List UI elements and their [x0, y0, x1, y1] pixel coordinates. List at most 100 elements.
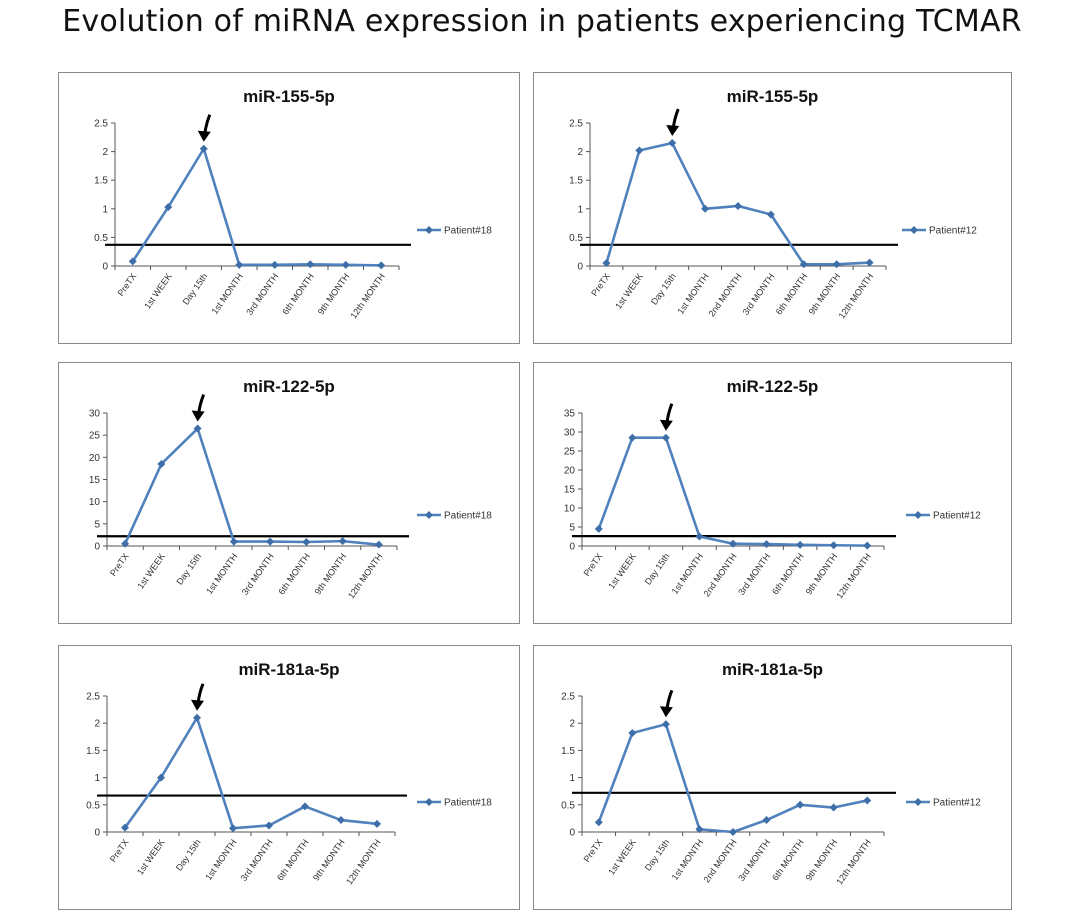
data-point: [729, 828, 737, 836]
data-point: [766, 210, 775, 219]
x-tick-label: 2nd MONTH: [706, 271, 743, 318]
y-tick-label: 2: [577, 147, 583, 158]
data-point: [373, 819, 381, 828]
data-point: [799, 260, 808, 269]
x-tick-label: PreTX: [582, 837, 605, 864]
data-point: [164, 203, 173, 212]
x-tick-label: 12th MONTH: [834, 551, 873, 600]
y-tick-label: 25: [564, 447, 576, 458]
x-tick-label: 1st WEEK: [135, 837, 167, 876]
data-point: [668, 139, 677, 148]
y-tick-label: 15: [89, 475, 101, 486]
y-tick-label: 1: [577, 204, 583, 215]
y-tick-label: 0.5: [94, 233, 108, 244]
data-point: [865, 258, 874, 267]
x-tick-label: Day 15th: [174, 837, 203, 872]
x-tick-label: Day 15th: [643, 551, 672, 586]
figure-title: Evolution of miRNA expression in patient…: [62, 4, 1022, 39]
data-point: [829, 541, 838, 550]
data-point: [337, 816, 345, 825]
data-point: [306, 260, 315, 269]
y-tick-label: 1: [569, 773, 575, 784]
x-tick-label: 3rd MONTH: [736, 837, 772, 882]
x-tick-label: 2nd MONTH: [701, 551, 738, 598]
y-tick-label: 1.5: [569, 176, 583, 187]
x-tick-label: 6th MONTH: [275, 837, 311, 882]
y-tick-label: 35: [564, 409, 576, 420]
y-tick-label: 30: [89, 409, 101, 420]
data-point: [695, 532, 704, 541]
legend-label: Patient#18: [444, 226, 492, 237]
x-tick-label: 1st MONTH: [209, 271, 244, 316]
chart-title: miR-155-5p: [243, 87, 335, 106]
y-tick-label: 0.5: [86, 800, 100, 811]
chart-title: miR-181a-5p: [721, 660, 824, 679]
data-point: [602, 259, 611, 268]
y-tick-label: 1: [102, 204, 108, 215]
data-point: [270, 260, 279, 269]
chart-title: miR-122-5p: [726, 377, 819, 396]
y-tick-label: 15: [564, 485, 576, 496]
x-tick-label: 1st MONTH: [670, 837, 705, 882]
x-tick-label: 12th MONTH: [837, 271, 876, 320]
series-line: [597, 722, 868, 834]
x-tick-label: 1st MONTH: [670, 551, 705, 596]
data-point: [762, 540, 771, 549]
data-point: [229, 824, 237, 833]
arrow-icon: [659, 689, 674, 718]
chart-panel-mir181a-patient12: miR-181a-5p 0 0.5 1 1.5 2 2.5 PreTX 1st WEEK Day…: [533, 645, 1012, 910]
chart-title: miR-122-5p: [243, 377, 335, 396]
data-point: [301, 802, 309, 811]
data-point: [863, 796, 872, 805]
legend: Patient#18: [417, 798, 492, 809]
data-point: [229, 537, 238, 546]
chart-title: miR-181a-5p: [238, 660, 340, 679]
x-tick-label: 12th MONTH: [834, 837, 873, 886]
chart-panel-mir155-patient18: miR-155-5p 0 0.5 1 1.5 2 2.5 PreTX 1st WEEK Day …: [58, 72, 520, 344]
legend: Patient#18: [417, 226, 492, 237]
y-tick-label: 20: [89, 453, 101, 464]
legend: Patient#12: [906, 511, 981, 522]
series-line: [123, 427, 380, 546]
series-line: [123, 716, 378, 830]
y-tick-label: 1.5: [86, 746, 100, 757]
x-tick-label: 2nd MONTH: [701, 837, 738, 884]
data-point: [628, 728, 637, 737]
x-tick-label: PreTX: [108, 837, 131, 864]
y-tick-label: 2: [569, 719, 575, 730]
x-tick-label: 1st MONTH: [204, 551, 239, 596]
x-tick-label: 6th MONTH: [774, 271, 810, 316]
arrow-icon: [191, 393, 206, 422]
arrow-icon: [659, 403, 674, 431]
y-tick-label: 1.5: [94, 176, 108, 187]
y-tick-label: 0.5: [569, 233, 583, 244]
chart-panel-mir122-patient18: miR-122-5p 0 5 10 15 20 25 30 PreTX 1st WEEK Day …: [58, 362, 520, 624]
y-tick-label: 25: [89, 431, 101, 442]
y-tick-label: 0: [577, 262, 583, 273]
x-tick-label: 1st MONTH: [203, 837, 238, 882]
data-point: [377, 261, 386, 270]
chart-svg: 0 5 10 15 20 25 30 PreTX 1st WEEK Day 15th 1st MON…: [89, 393, 492, 601]
y-tick-label: 2.5: [94, 119, 108, 130]
y-tick-label: 5: [569, 523, 575, 534]
data-point: [302, 538, 311, 547]
data-point: [128, 257, 137, 266]
data-point: [832, 260, 841, 269]
y-tick-label: 2.5: [569, 119, 583, 130]
y-tick-label: 10: [564, 504, 576, 515]
data-point: [734, 201, 742, 210]
x-tick-label: 6th MONTH: [770, 837, 806, 882]
x-tick-label: 9th MONTH: [804, 551, 840, 596]
x-tick-label: 3rd MONTH: [239, 837, 275, 882]
series-line: [131, 147, 382, 267]
data-point: [265, 821, 273, 830]
data-point: [729, 539, 737, 548]
legend-label: Patient#18: [444, 511, 492, 522]
x-tick-label: Day 15th: [174, 551, 203, 586]
x-tick-label: 12th MONTH: [348, 271, 387, 320]
y-tick-label: 0: [569, 828, 575, 839]
y-tick-label: 10: [89, 497, 101, 508]
